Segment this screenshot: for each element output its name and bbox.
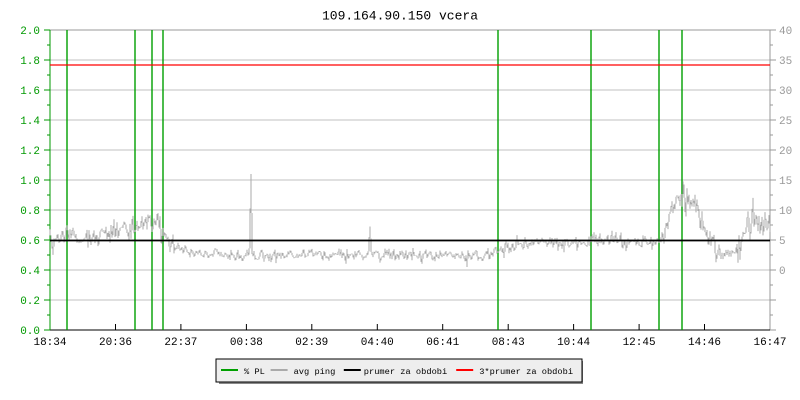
- svg-text:1.0: 1.0: [20, 176, 40, 188]
- svg-text:04:40: 04:40: [361, 337, 394, 349]
- svg-text:1.6: 1.6: [20, 86, 40, 98]
- svg-text:1.4: 1.4: [20, 116, 40, 128]
- svg-text:1.2: 1.2: [20, 146, 40, 158]
- svg-text:10:44: 10:44: [557, 337, 590, 349]
- svg-text:30: 30: [779, 86, 792, 98]
- svg-text:0.2: 0.2: [20, 296, 40, 308]
- svg-text:35: 35: [779, 56, 792, 68]
- svg-text:20:36: 20:36: [99, 337, 132, 349]
- svg-text:0.6: 0.6: [20, 236, 40, 248]
- svg-text:avg ping: avg ping: [294, 367, 336, 377]
- svg-text:12:45: 12:45: [623, 337, 656, 349]
- svg-text:16:47: 16:47: [753, 337, 786, 349]
- svg-text:18:34: 18:34: [33, 337, 66, 349]
- svg-text:22:37: 22:37: [164, 337, 197, 349]
- svg-text:109.164.90.150 vcera: 109.164.90.150 vcera: [322, 9, 478, 24]
- svg-text:% PL: % PL: [244, 367, 265, 377]
- svg-text:00:38: 00:38: [230, 337, 263, 349]
- svg-text:1.8: 1.8: [20, 56, 40, 68]
- svg-text:06:41: 06:41: [426, 337, 459, 349]
- svg-text:3*prumer za obdobi: 3*prumer za obdobi: [479, 367, 573, 377]
- svg-text:25: 25: [779, 116, 792, 128]
- svg-text:08:43: 08:43: [492, 337, 525, 349]
- svg-text:0.8: 0.8: [20, 206, 40, 218]
- svg-text:14:46: 14:46: [688, 337, 721, 349]
- svg-text:0.4: 0.4: [20, 266, 40, 278]
- svg-text:10: 10: [779, 206, 792, 218]
- svg-text:5: 5: [779, 236, 786, 248]
- svg-text:20: 20: [779, 146, 792, 158]
- svg-text:2.0: 2.0: [20, 26, 40, 38]
- svg-text:15: 15: [779, 176, 792, 188]
- svg-text:40: 40: [779, 26, 792, 38]
- svg-text:0: 0: [779, 266, 786, 278]
- svg-text:02:39: 02:39: [295, 337, 328, 349]
- svg-text:prumer za obdobi: prumer za obdobi: [364, 367, 447, 377]
